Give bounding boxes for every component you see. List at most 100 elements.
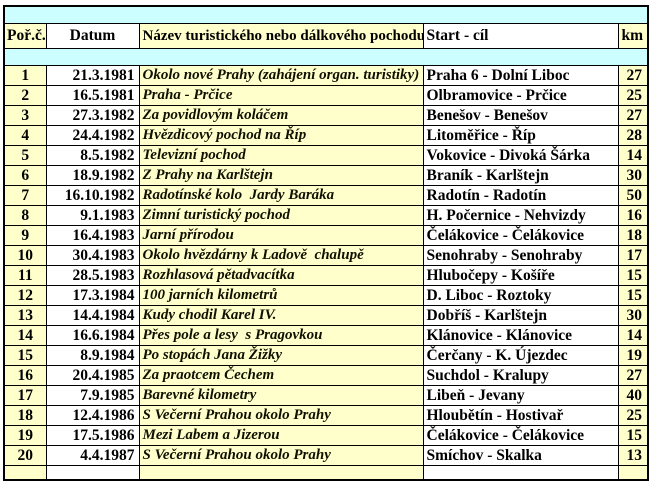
cell-km: 17 (617, 245, 649, 266)
cell-km: 30 (617, 305, 649, 326)
cell-km: 15 (617, 285, 649, 306)
cell-start-finish: H. Počernice - Nehvizdy (422, 205, 619, 226)
cell-start-finish: Praha 6 - Dolní Liboc (422, 65, 619, 86)
table-row: 17 7.9.1985 Barevné kilometry Libeň - Je… (3, 385, 649, 406)
cell-order-number: 7 (3, 185, 47, 206)
cell-order-number: 2 (3, 85, 47, 106)
cell-date: 17.5.1986 (45, 425, 140, 446)
cell-order-number: 14 (3, 325, 47, 346)
cell-order-number: 17 (3, 385, 47, 406)
cell-date: 24.4.1982 (45, 125, 140, 146)
cell-date: 18.9.1982 (45, 165, 140, 186)
cell-march-name: Televizní pochod (138, 145, 424, 166)
cell-march-name: Radotínské kolo Jardy Baráka (138, 185, 424, 206)
cell-start-finish: Čerčany - K. Újezdec (422, 345, 619, 366)
table-row: 4 24.4.1982 Hvězdicový pochod na Říp Lit… (3, 125, 649, 146)
cell-km: 15 (617, 425, 649, 446)
table-row: 12 17.3.1984 100 jarních kilometrů D. Li… (3, 285, 649, 306)
cell-order-number: 12 (3, 285, 47, 306)
cell-march-name: Z Prahy na Karlštejn (138, 165, 424, 186)
cell-start-finish: Benešov - Benešov (422, 105, 619, 126)
cell-km: 15 (617, 265, 649, 286)
cell-order-number: 16 (3, 365, 47, 386)
cell-march-name: Hvězdicový pochod na Říp (138, 125, 424, 146)
empty-cell-km (617, 465, 649, 481)
table-row: 14 16.6.1984 Přes pole a lesy s Pragovko… (3, 325, 649, 346)
table-row: 15 8.9.1984 Po stopách Jana Žižky Čerčan… (3, 345, 649, 366)
cell-date: 17.3.1984 (45, 285, 140, 306)
table-row: 18 12.4.1986 S Večerní Prahou okolo Prah… (3, 405, 649, 426)
cell-order-number: 3 (3, 105, 47, 126)
cell-order-number: 5 (3, 145, 47, 166)
cell-km: 13 (617, 445, 649, 466)
cell-start-finish: Čelákovice - Čelákovice (422, 425, 619, 446)
column-header-order-number: Poř.č. (3, 23, 47, 49)
cell-date: 20.4.1985 (45, 365, 140, 386)
cell-order-number: 4 (3, 125, 47, 146)
spacer-band-top (4, 5, 649, 24)
cell-order-number: 18 (3, 405, 47, 426)
cell-date: 21.3.1981 (45, 65, 140, 86)
cell-march-name: Okolo nové Prahy (zahájení organ. turist… (138, 65, 424, 86)
table-row: 19 17.5.1986 Mezi Labem a Jizerou Čeláko… (3, 425, 649, 446)
cell-march-name: Zimní turistický pochod (138, 205, 424, 226)
cell-order-number: 8 (3, 205, 47, 226)
cell-order-number: 15 (3, 345, 47, 366)
cell-km: 16 (617, 205, 649, 226)
cell-start-finish: Suchdol - Kralupy (422, 365, 619, 386)
cell-start-finish: Braník - Karlštejn (422, 165, 619, 186)
cell-march-name: Barevné kilometry (138, 385, 424, 406)
cell-march-name: Mezi Labem a Jizerou (138, 425, 424, 446)
cell-start-finish: Hloubětín - Hostivař (422, 405, 619, 426)
table-row: 9 16.4.1983 Jarní přírodou Čelákovice - … (3, 225, 649, 246)
cell-date: 27.3.1982 (45, 105, 140, 126)
cell-order-number: 11 (3, 265, 47, 286)
cell-march-name: Za praotcem Čechem (138, 365, 424, 386)
cell-start-finish: Čelákovice - Čelákovice (422, 225, 619, 246)
cell-start-finish: Senohraby - Senohraby (422, 245, 619, 266)
table-row: 13 14.4.1984 Kudy chodil Karel IV. Dobří… (3, 305, 649, 326)
table-row: 6 18.9.1982 Z Prahy na Karlštejn Braník … (3, 165, 649, 186)
cell-start-finish: Litoměřice - Říp (422, 125, 619, 146)
spacer-band-below-header (4, 48, 649, 66)
table-row: 2 16.5.1981 Praha - Prčice Olbramovice -… (3, 85, 649, 106)
cell-march-name: Jarní přírodou (138, 225, 424, 246)
header-row: Poř.č. Datum Název turistického nebo dál… (3, 23, 649, 49)
cell-date: 16.4.1983 (45, 225, 140, 246)
cell-km: 40 (617, 385, 649, 406)
column-header-date: Datum (45, 23, 140, 49)
cell-march-name: Za povidlovým koláčem (138, 105, 424, 126)
table-row: 3 27.3.1982 Za povidlovým koláčem Benešo… (3, 105, 649, 126)
cell-order-number: 13 (3, 305, 47, 326)
cell-km: 30 (617, 165, 649, 186)
cell-date: 8.5.1982 (45, 145, 140, 166)
cell-march-name: Praha - Prčice (138, 85, 424, 106)
cell-order-number: 10 (3, 245, 47, 266)
cell-march-name: Přes pole a lesy s Pragovkou (138, 325, 424, 346)
column-header-km: km (617, 23, 649, 49)
cell-start-finish: Smíchov - Skalka (422, 445, 619, 466)
cell-march-name: S Večerní Prahou okolo Prahy (138, 405, 424, 426)
cell-date: 16.10.1982 (45, 185, 140, 206)
table-row: 1 21.3.1981 Okolo nové Prahy (zahájení o… (3, 65, 649, 86)
cell-date: 30.4.1983 (45, 245, 140, 266)
cell-march-name: 100 jarních kilometrů (138, 285, 424, 306)
cell-date: 16.6.1984 (45, 325, 140, 346)
cell-km: 27 (617, 105, 649, 126)
table-body: 1 21.3.1981 Okolo nové Prahy (zahájení o… (3, 65, 649, 466)
cell-march-name: Rozhlasová pětadvacítka (138, 265, 424, 286)
cell-start-finish: D. Liboc - Roztoky (422, 285, 619, 306)
cell-order-number: 1 (3, 65, 47, 86)
cell-km: 14 (617, 325, 649, 346)
cell-start-finish: Klánovice - Klánovice (422, 325, 619, 346)
cell-km: 25 (617, 85, 649, 106)
table-row: 7 16.10.1982 Radotínské kolo Jardy Barák… (3, 185, 649, 206)
spacer-band-below-header-cell (4, 48, 649, 66)
cell-date: 8.9.1984 (45, 345, 140, 366)
empty-cell-march-name (138, 465, 424, 481)
cell-km: 27 (617, 65, 649, 86)
cell-start-finish: Hlubočepy - Košíře (422, 265, 619, 286)
cell-start-finish: Dobříš - Karlštejn (422, 305, 619, 326)
cell-march-name: S Večerní Prahou okolo Prahy (138, 445, 424, 466)
